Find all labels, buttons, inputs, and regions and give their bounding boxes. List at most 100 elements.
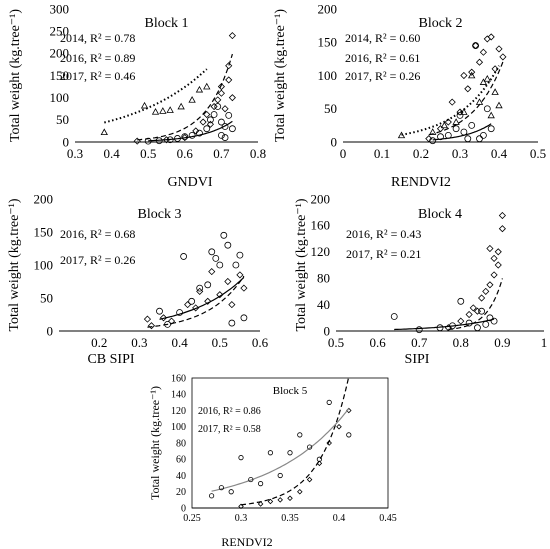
data-point-2017 <box>326 399 332 405</box>
data-point-2017 <box>248 476 254 483</box>
data-point-2016 <box>217 89 225 97</box>
r2-annotation: 2014, R² = 0.78 <box>60 31 135 45</box>
data-point-2017 <box>174 135 181 142</box>
x-tick-label: 0.7 <box>411 335 428 350</box>
data-point-2016 <box>184 301 192 309</box>
data-point-2017 <box>297 432 303 438</box>
x-tick-label: 0.4 <box>171 335 188 350</box>
data-point-2016 <box>444 118 452 126</box>
data-point-2017 <box>287 450 293 456</box>
data-point-2014 <box>487 111 495 119</box>
y-tick-label: 0 <box>331 134 338 149</box>
data-point-2016 <box>238 503 244 510</box>
panel-block-4: 0.5 0.6 0.7 0.8 0.9 1 0 40 80 120 160 200 SIPI Total … <box>294 191 547 367</box>
data-point-2017 <box>267 450 273 456</box>
data-point-2017 <box>207 116 214 124</box>
x-tick-label: 0.3 <box>67 146 83 161</box>
y-tick-label: 40 <box>317 297 330 312</box>
fit-line-2017 <box>159 276 245 320</box>
data-point-2016 <box>167 317 176 325</box>
y-tick-label: 150 <box>34 224 54 239</box>
data-point-2017 <box>144 137 152 145</box>
panel-block-3: 0.2 0.3 0.4 0.5 0.6 0 50 100 150 200 CB SIPI Total … <box>7 191 269 367</box>
data-point-2016 <box>498 225 506 233</box>
data-point-2016 <box>162 136 171 144</box>
data-point-2017 <box>180 253 188 260</box>
data-point-2017 <box>437 133 444 141</box>
data-point-2014 <box>188 96 196 103</box>
r2-annotation: 2016, R² = 0.43 <box>346 227 421 241</box>
panel-title: Block 1 <box>145 16 189 31</box>
data-point-2017 <box>220 231 228 239</box>
y-tick-label: 100 <box>318 68 338 83</box>
data-point-2014 <box>140 101 149 109</box>
data-point-2014 <box>468 71 476 79</box>
data-point-2016 <box>181 134 189 142</box>
panel-block-5: 0.25 0.3 0.35 0.4 0.45 0 20 40 60 80 100 120 140 160 R… <box>148 373 397 549</box>
y-tick-label: 20 <box>176 487 186 498</box>
y-axis-label: Total weight (kg.tree⁻¹) <box>273 9 288 142</box>
x-axis-label: SIPI <box>405 352 430 367</box>
data-point-2016 <box>225 76 233 84</box>
data-point-2017 <box>217 131 225 139</box>
data-point-2017 <box>208 248 216 256</box>
y-tick-label: 200 <box>318 1 338 16</box>
data-point-2016 <box>257 501 264 507</box>
data-point-2016 <box>465 310 473 319</box>
y-tick-label: 160 <box>171 373 186 384</box>
data-point-2017 <box>465 319 473 327</box>
x-tick-label: 0.35 <box>281 513 299 524</box>
data-point-2017 <box>277 472 283 479</box>
data-point-2016 <box>491 65 499 73</box>
data-point-2017 <box>483 105 491 113</box>
panel-title: Block 3 <box>138 207 182 222</box>
x-axis-label: RENDVI2 <box>391 175 451 190</box>
data-point-2017 <box>164 320 171 328</box>
data-point-2016 <box>490 254 498 262</box>
data-point-2017 <box>176 309 184 316</box>
data-point-2017 <box>479 131 487 139</box>
data-point-2017 <box>476 135 483 143</box>
y-tick-label: 50 <box>40 290 53 305</box>
y-tick-label: 50 <box>56 112 69 127</box>
x-tick-label: 0.4 <box>333 513 346 524</box>
x-tick-label: 0.5 <box>328 335 344 350</box>
y-tick-label: 200 <box>50 46 70 61</box>
data-point-2017 <box>346 432 352 438</box>
y-tick-label: 120 <box>311 244 331 259</box>
data-point-2016 <box>486 281 494 289</box>
data-point-2016 <box>228 94 236 102</box>
data-point-2017 <box>221 123 229 130</box>
data-point-2017 <box>232 261 240 269</box>
data-point-2017 <box>155 137 163 145</box>
data-point-2016 <box>486 244 494 253</box>
data-point-2017 <box>429 137 437 145</box>
data-point-2016 <box>240 284 248 292</box>
data-point-2014 <box>479 78 488 85</box>
panel-title: Block 4 <box>418 207 462 222</box>
x-tick-label: 0.4 <box>491 146 508 161</box>
r2-annotation: 2016, R² = 0.86 <box>198 406 261 417</box>
r2-annotation: 2017, R² = 0.58 <box>198 424 261 435</box>
data-point-2016 <box>159 314 168 322</box>
data-point-2017 <box>166 136 174 144</box>
data-point-2016 <box>483 35 491 43</box>
data-point-2017 <box>490 317 498 325</box>
data-point-2016 <box>326 440 332 446</box>
data-point-2017 <box>238 455 244 461</box>
fit-line-2014 <box>401 65 500 136</box>
data-point-2017 <box>203 125 211 133</box>
data-point-2016 <box>490 271 498 279</box>
y-axis-label: Total weight (kg.tree⁻¹) <box>294 198 309 331</box>
data-point-2016 <box>479 48 487 56</box>
fit-line-2017 <box>211 408 350 492</box>
data-point-2016 <box>267 498 274 505</box>
data-point-2016 <box>469 304 477 312</box>
data-point-2016 <box>203 110 211 119</box>
data-point-2016 <box>456 108 464 116</box>
data-point-2014 <box>100 128 108 136</box>
fit-line-2016 <box>448 278 503 331</box>
y-tick-label: 140 <box>171 390 186 401</box>
